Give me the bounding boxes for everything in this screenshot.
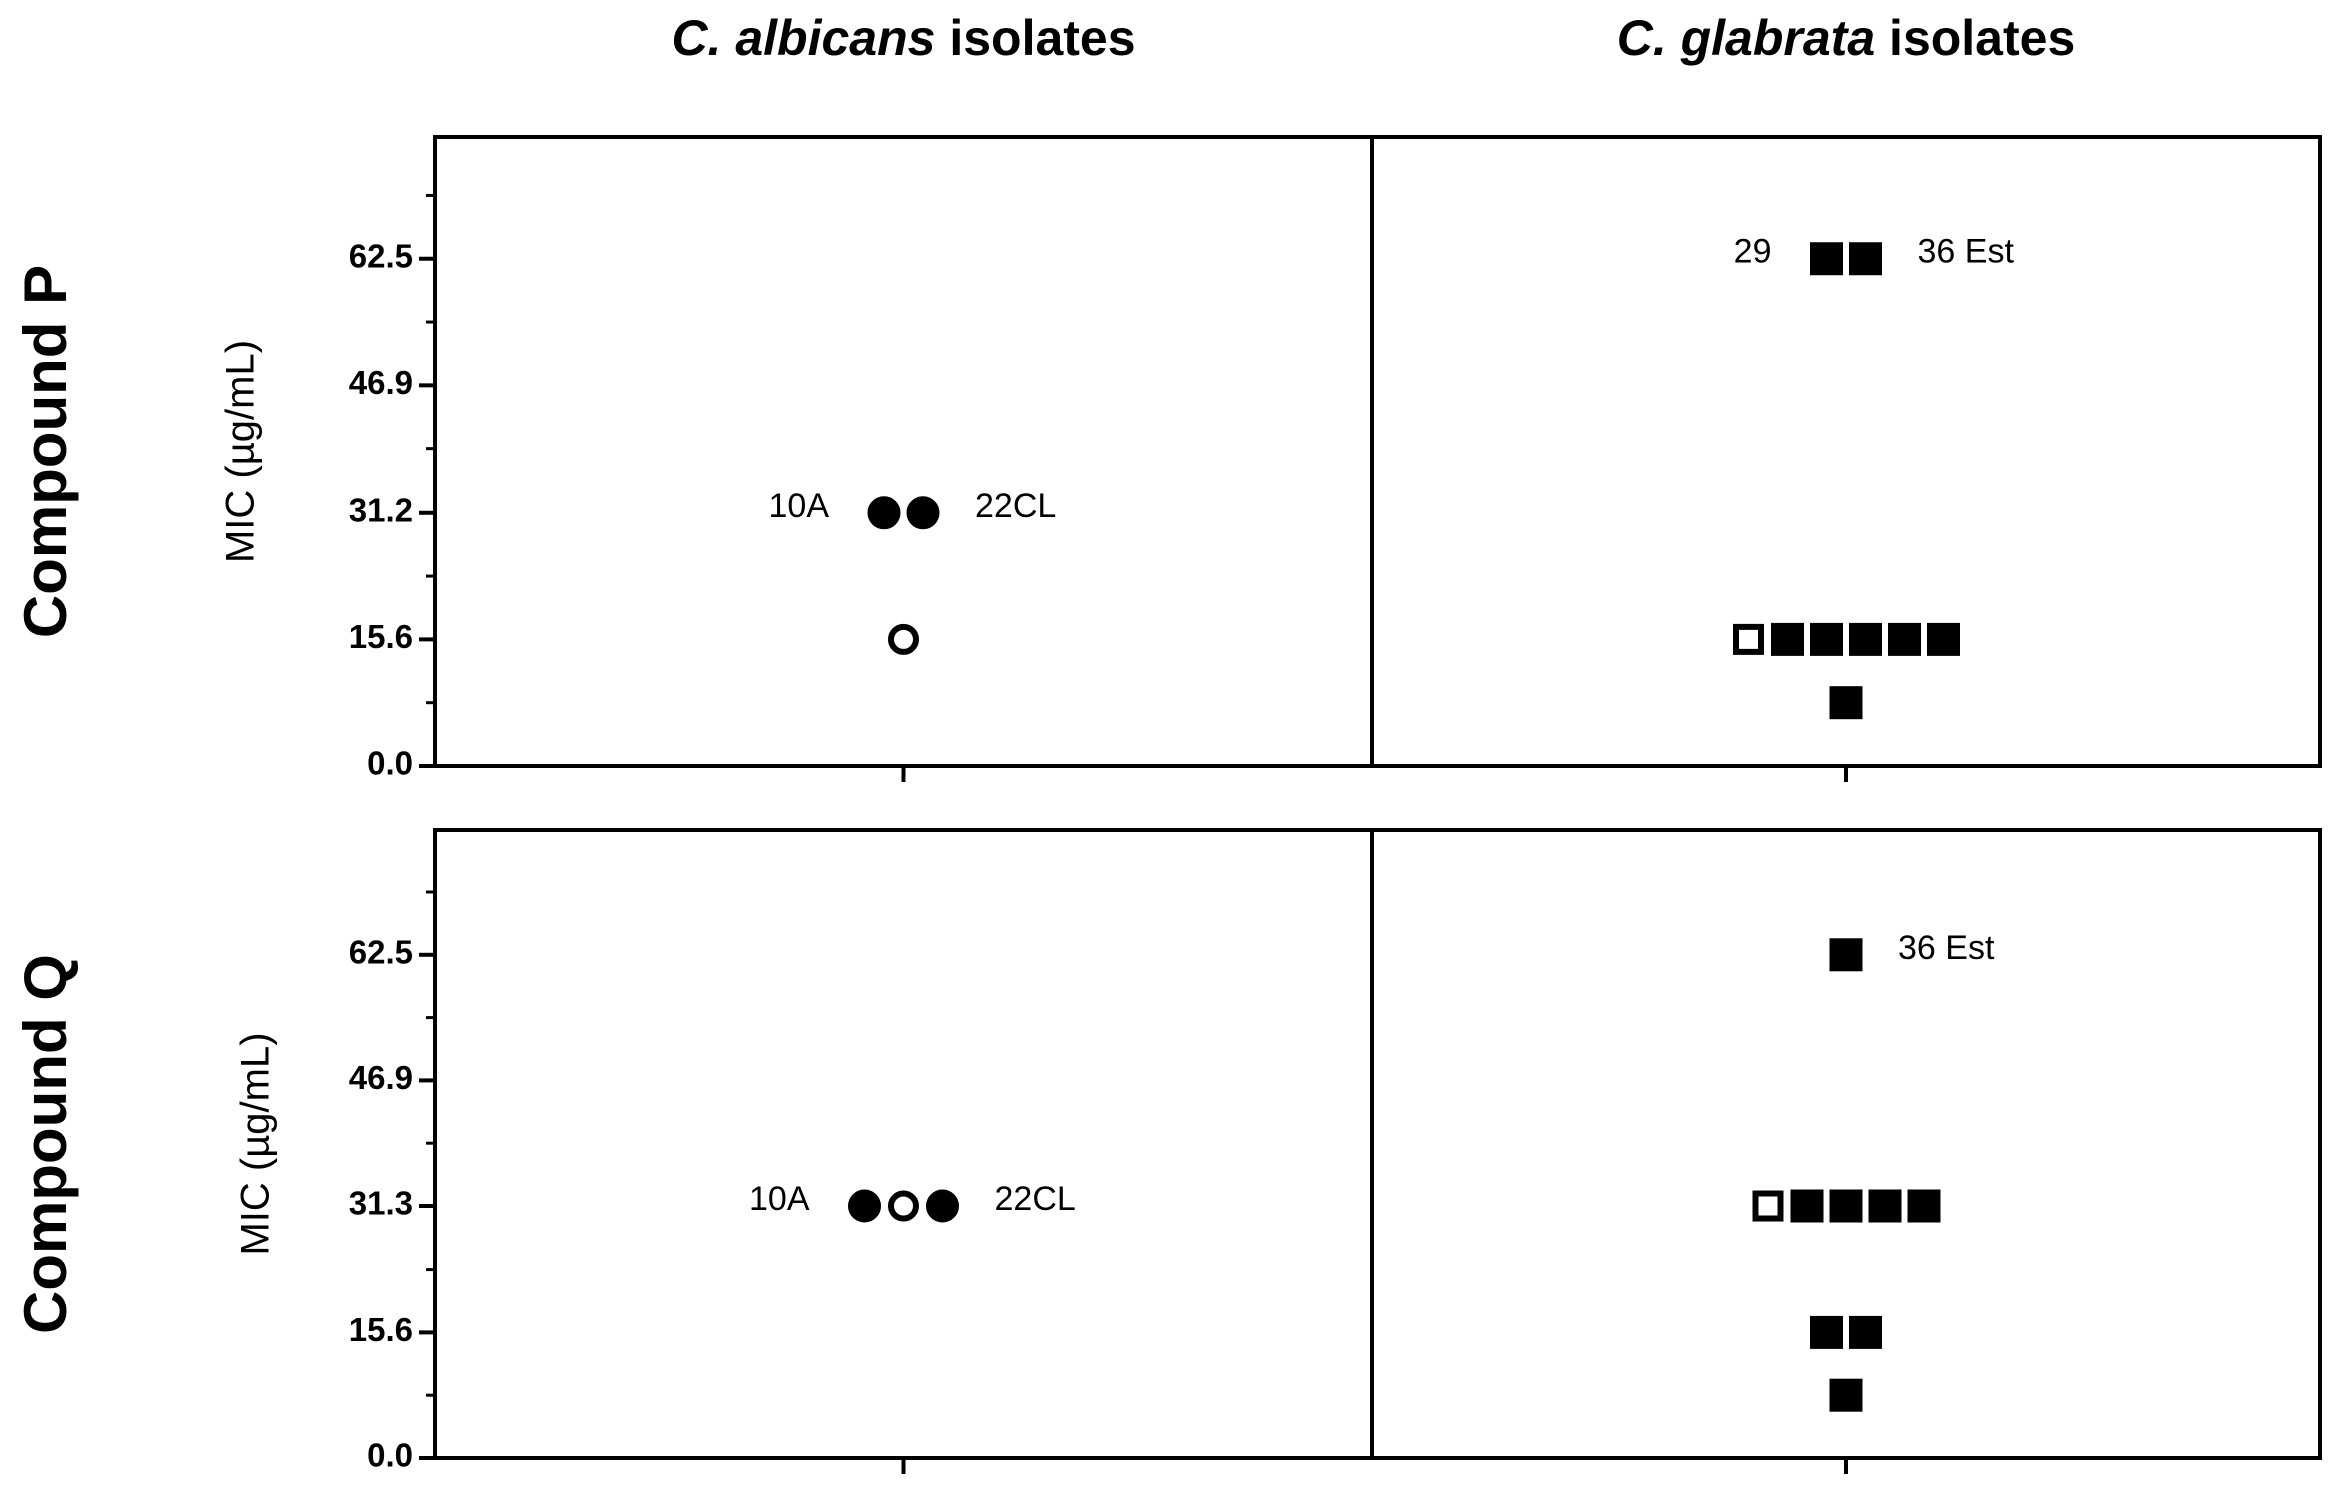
data-point bbox=[1927, 622, 1960, 656]
y-tick-label: 0.0 bbox=[367, 745, 413, 782]
data-point bbox=[1810, 1315, 1843, 1349]
data-point bbox=[1810, 622, 1843, 656]
data-point bbox=[1849, 1315, 1882, 1349]
data-point bbox=[1907, 1189, 1941, 1223]
panel-frame bbox=[433, 828, 2322, 1460]
y-tick-label: 15.6 bbox=[349, 618, 413, 655]
data-point bbox=[1888, 622, 1921, 656]
data-point bbox=[1810, 242, 1843, 276]
point-label: 10A bbox=[769, 487, 830, 525]
column-title-species: C. glabrata bbox=[1617, 10, 1875, 66]
data-point bbox=[867, 496, 901, 530]
point-label: 36 Est bbox=[1918, 233, 2015, 271]
panel-frame bbox=[433, 135, 2322, 768]
y-tick-label: 62.5 bbox=[349, 934, 413, 971]
data-point bbox=[906, 496, 940, 530]
data-point bbox=[888, 623, 919, 655]
data-point bbox=[1829, 1189, 1863, 1223]
column-title: C. albicans isolates bbox=[671, 10, 1135, 66]
y-tick-label: 46.9 bbox=[349, 364, 413, 401]
data-point bbox=[888, 1190, 919, 1222]
data-point bbox=[1829, 686, 1863, 720]
y-tick-label: 0.0 bbox=[367, 1437, 413, 1474]
y-tick-label: 31.3 bbox=[349, 1185, 413, 1222]
y-axis-label: MIC (µg/mL) bbox=[234, 1032, 278, 1255]
column-title-suffix: isolates bbox=[949, 10, 1135, 66]
point-label: 29 bbox=[1734, 233, 1772, 271]
data-point bbox=[1829, 1378, 1863, 1412]
data-point bbox=[1733, 623, 1764, 655]
column-title-species: C. albicans bbox=[671, 10, 935, 66]
column-title: C. glabrata isolates bbox=[1617, 10, 2076, 66]
y-tick-label: 46.9 bbox=[349, 1059, 413, 1096]
data-point bbox=[1849, 242, 1882, 276]
column-title-text bbox=[1875, 10, 1889, 66]
y-tick-label: 15.6 bbox=[349, 1311, 413, 1348]
data-point bbox=[1752, 1190, 1784, 1222]
data-point bbox=[926, 1189, 959, 1223]
data-point bbox=[1790, 1189, 1824, 1223]
point-label: 36 Est bbox=[1898, 929, 1995, 967]
data-point bbox=[1771, 622, 1804, 656]
data-point bbox=[1868, 1189, 1902, 1223]
point-label: 22CL bbox=[975, 487, 1056, 525]
point-label: 22CL bbox=[995, 1180, 1076, 1218]
data-point bbox=[1849, 622, 1882, 656]
column-title-suffix: isolates bbox=[1889, 10, 2075, 66]
panel-title: Compound P bbox=[12, 265, 79, 638]
point-label: 10A bbox=[749, 1180, 810, 1218]
panel-title: Compound Q bbox=[12, 954, 79, 1334]
data-point bbox=[1829, 938, 1863, 972]
y-tick-label: 62.5 bbox=[349, 237, 413, 274]
y-axis-label: MIC (µg/mL) bbox=[219, 340, 263, 563]
column-title-text bbox=[935, 10, 949, 66]
y-tick-label: 31.2 bbox=[349, 491, 413, 528]
data-point bbox=[848, 1189, 881, 1223]
